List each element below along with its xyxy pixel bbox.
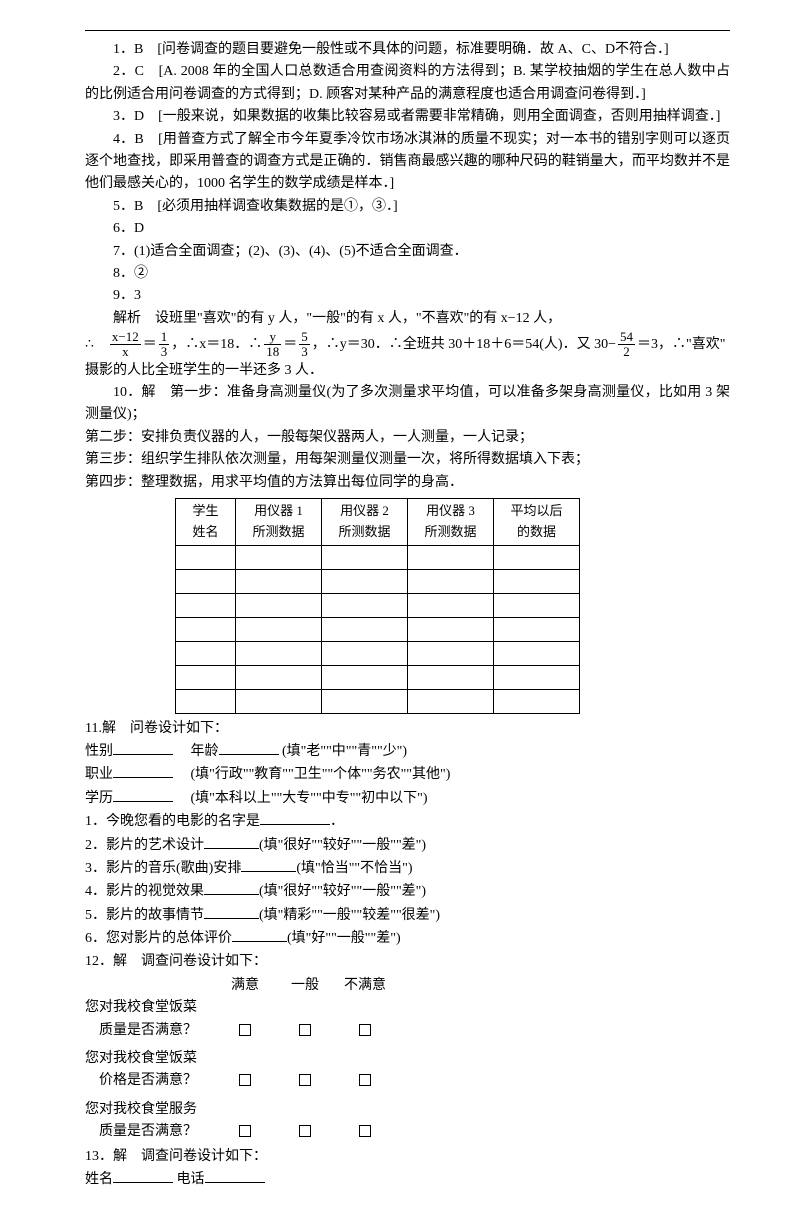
q11-q6: 6．您对影片的总体评价(填"好""一般""差") bbox=[85, 927, 730, 950]
answer-3: 3．D [一般来说，如果数据的收集比较容易或者需要非常精确，则用全面调查，否则用… bbox=[85, 106, 730, 128]
survey-12: 满意 一般 不满意 您对我校食堂饭菜 质量是否满意？ 您对我校食堂饭菜 价格是否… bbox=[85, 975, 730, 1146]
q13-line: 姓名 电话 bbox=[85, 1168, 730, 1191]
answer-9-head: 9．3 bbox=[85, 285, 730, 307]
survey-row-3: 您对我校食堂服务 质量是否满意？ bbox=[85, 1099, 730, 1146]
q11-q2: 2．影片的艺术设计(填"很好""较好""一般""差") bbox=[85, 834, 730, 857]
answer-10-step2: 第二步：安排负责仪器的人，一般每架仪器两人，一人测量，一人记录； bbox=[85, 427, 730, 449]
checkbox[interactable] bbox=[359, 1125, 371, 1137]
table-row bbox=[176, 665, 580, 689]
table-row bbox=[176, 569, 580, 593]
q11-q1: 1．今晚您看的电影的名字是． bbox=[85, 810, 730, 833]
table-row bbox=[176, 689, 580, 713]
answer-9-tail: 摄影的人比全班学生的一半还多 3 人． bbox=[85, 360, 730, 382]
answer-2: 2．C [A. 2008 年的全国人口总数适合用查阅资料的方法得到；B. 某学校… bbox=[85, 61, 730, 106]
checkbox[interactable] bbox=[239, 1125, 251, 1137]
q11-line-gender: 性别 年龄 (填"老""中""青""少") bbox=[85, 740, 730, 763]
answer-11-head: 11.解 问卷设计如下： bbox=[85, 718, 730, 740]
answer-4: 4．B [用普查方式了解全市今年夏季冷饮市场冰淇淋的质量不现实；对一本书的错别字… bbox=[85, 129, 730, 196]
table-row bbox=[176, 641, 580, 665]
checkbox[interactable] bbox=[239, 1074, 251, 1086]
answer-13-head: 13．解 调查问卷设计如下： bbox=[85, 1146, 730, 1168]
answer-10-step1: 10．解 第一步：准备身高测量仪(为了多次测量求平均值，可以准备多架身高测量仪，… bbox=[85, 382, 730, 427]
checkbox[interactable] bbox=[359, 1024, 371, 1036]
checkbox[interactable] bbox=[359, 1074, 371, 1086]
survey-row-1: 您对我校食堂饭菜 质量是否满意？ bbox=[85, 997, 730, 1044]
answer-10-step3: 第三步：组织学生排队依次测量，用每架测量仪测量一次，将所得数据填入下表； bbox=[85, 449, 730, 471]
survey-row-2: 您对我校食堂饭菜 价格是否满意？ bbox=[85, 1048, 730, 1095]
answer-6: 6．D bbox=[85, 218, 730, 240]
answer-7: 7．(1)适合全面调查；(2)、(3)、(4)、(5)不适合全面调查． bbox=[85, 241, 730, 263]
checkbox[interactable] bbox=[299, 1024, 311, 1036]
table-header: 用仪器 3所测数据 bbox=[408, 499, 494, 546]
answer-1: 1．B [问卷调查的题目要避免一般性或不具体的问题，标准要明确．故 A、C、D不… bbox=[85, 39, 730, 61]
answer-5: 5．B [必须用抽样调查收集数据的是①，③．] bbox=[85, 196, 730, 218]
q11-q5: 5．影片的故事情节(填"精彩""一般""较差""很差") bbox=[85, 904, 730, 927]
table-header: 平均以后的数据 bbox=[494, 499, 580, 546]
divider bbox=[85, 30, 730, 31]
answer-8: 8．② bbox=[85, 263, 730, 285]
answer-9-equation: ∴ x−12x ＝ 13 ，∴x＝18．∴ y18 ＝ 53 ，∴y＝30．∴全… bbox=[85, 330, 730, 360]
answer-10-step4: 第四步：整理数据，用求平均值的方法算出每位同学的身高． bbox=[85, 472, 730, 494]
checkbox[interactable] bbox=[299, 1125, 311, 1137]
checkbox[interactable] bbox=[239, 1024, 251, 1036]
q11-line-job: 职业 (填"行政""教育""卫生""个体""务农""其他") bbox=[85, 763, 730, 786]
answer-12-head: 12．解 调查问卷设计如下： bbox=[85, 951, 730, 973]
table-row bbox=[176, 545, 580, 569]
checkbox[interactable] bbox=[299, 1074, 311, 1086]
answer-9-parse: 解析 设班里"喜欢"的有 y 人，"一般"的有 x 人，"不喜欢"的有 x−12… bbox=[85, 308, 730, 330]
measurement-table: 学生姓名用仪器 1所测数据用仪器 2所测数据用仪器 3所测数据平均以后的数据 bbox=[175, 498, 580, 714]
q11-q4: 4．影片的视觉效果(填"很好""较好""一般""差") bbox=[85, 880, 730, 903]
table-row bbox=[176, 593, 580, 617]
page: 1．B [问卷调查的题目要避免一般性或不具体的问题，标准要明确．故 A、C、D不… bbox=[0, 0, 800, 1231]
table-row bbox=[176, 617, 580, 641]
table-header: 用仪器 1所测数据 bbox=[236, 499, 322, 546]
q11-line-edu: 学历 (填"本科以上""大专""中专""初中以下") bbox=[85, 787, 730, 810]
table-header: 用仪器 2所测数据 bbox=[322, 499, 408, 546]
table-header: 学生姓名 bbox=[176, 499, 236, 546]
q11-q3: 3．影片的音乐(歌曲)安排(填"恰当""不恰当") bbox=[85, 857, 730, 880]
